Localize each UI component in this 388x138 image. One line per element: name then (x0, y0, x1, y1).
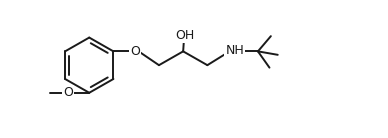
Text: O: O (63, 86, 73, 99)
Text: O: O (130, 45, 140, 58)
Text: OH: OH (175, 29, 195, 42)
Text: NH: NH (225, 44, 244, 57)
